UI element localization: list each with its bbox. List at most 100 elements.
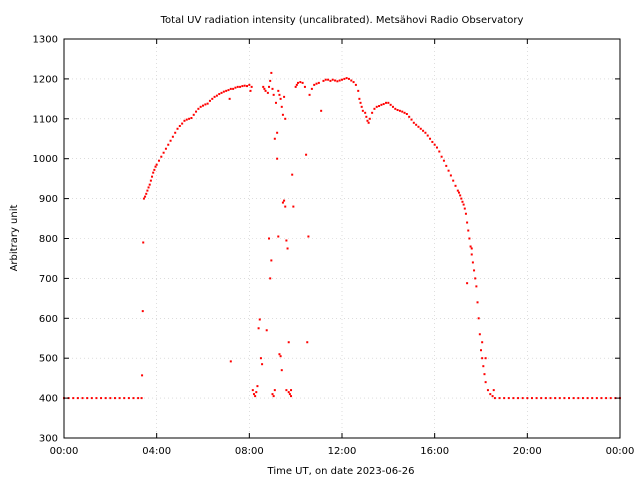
data-point bbox=[609, 397, 612, 400]
data-point bbox=[568, 397, 571, 400]
data-point bbox=[268, 237, 271, 240]
y-tick-label: 700 bbox=[39, 274, 58, 285]
data-point bbox=[445, 164, 448, 167]
data-point bbox=[456, 189, 459, 192]
data-point bbox=[202, 104, 204, 107]
y-tick-label: 900 bbox=[39, 194, 58, 205]
data-point bbox=[76, 397, 79, 400]
data-point bbox=[72, 397, 75, 400]
data-point bbox=[265, 329, 268, 332]
data-point bbox=[171, 135, 174, 138]
data-point bbox=[287, 391, 290, 394]
data-point bbox=[457, 191, 460, 194]
data-point bbox=[483, 373, 486, 376]
data-point bbox=[206, 102, 209, 105]
data-point bbox=[389, 103, 392, 106]
chart-title: Total UV radiation intensity (uncalibrat… bbox=[160, 15, 524, 26]
data-point bbox=[357, 89, 360, 92]
data-point bbox=[222, 90, 225, 93]
data-point bbox=[241, 85, 244, 88]
data-point bbox=[270, 259, 273, 262]
data-point bbox=[591, 397, 594, 400]
data-point bbox=[269, 79, 272, 82]
data-point bbox=[192, 113, 195, 116]
data-point bbox=[366, 119, 369, 122]
data-point bbox=[285, 239, 288, 242]
data-point bbox=[408, 115, 411, 118]
data-point bbox=[290, 395, 293, 398]
data-point bbox=[250, 85, 253, 88]
data-point bbox=[290, 389, 293, 392]
data-point bbox=[507, 397, 510, 400]
data-point bbox=[273, 137, 276, 140]
data-point bbox=[299, 81, 302, 84]
data-point bbox=[310, 87, 313, 90]
data-point bbox=[380, 103, 383, 106]
data-point bbox=[367, 121, 370, 124]
data-point bbox=[493, 397, 496, 400]
y-axis-label: Arbitrary unit bbox=[9, 205, 20, 272]
data-point bbox=[471, 261, 474, 264]
data-point bbox=[86, 397, 89, 400]
data-point bbox=[132, 397, 135, 400]
data-point bbox=[239, 85, 242, 88]
data-point bbox=[246, 85, 249, 88]
data-point bbox=[153, 168, 156, 171]
data-point bbox=[517, 397, 520, 400]
data-point bbox=[229, 360, 232, 363]
data-point bbox=[151, 175, 154, 178]
data-point bbox=[315, 82, 318, 85]
data-point bbox=[154, 165, 157, 168]
data-point bbox=[232, 87, 235, 90]
data-point bbox=[185, 118, 188, 121]
data-point bbox=[243, 84, 246, 87]
data-point bbox=[277, 235, 280, 238]
data-point bbox=[334, 79, 337, 82]
data-point bbox=[215, 94, 218, 97]
data-point bbox=[486, 389, 489, 392]
data-point bbox=[492, 389, 495, 392]
x-tick-label: 12:00 bbox=[328, 446, 357, 457]
x-tick-label: 00:00 bbox=[50, 446, 79, 457]
data-point bbox=[461, 200, 464, 203]
data-point bbox=[263, 87, 266, 90]
data-point bbox=[279, 97, 282, 100]
data-point bbox=[447, 169, 450, 172]
data-point bbox=[331, 78, 334, 81]
data-point bbox=[600, 397, 603, 400]
data-point bbox=[469, 245, 472, 248]
data-point bbox=[449, 174, 452, 177]
data-point bbox=[188, 117, 191, 120]
data-point bbox=[178, 124, 181, 127]
data-point bbox=[176, 127, 179, 130]
data-point bbox=[481, 357, 484, 360]
data-point bbox=[361, 109, 364, 112]
data-point bbox=[530, 397, 533, 400]
data-point bbox=[586, 397, 589, 400]
data-point bbox=[286, 247, 289, 250]
data-point bbox=[364, 111, 367, 114]
y-tick-label: 500 bbox=[39, 354, 58, 365]
data-point bbox=[281, 201, 284, 204]
data-point bbox=[295, 83, 298, 86]
data-point bbox=[95, 397, 98, 400]
data-point bbox=[308, 93, 311, 96]
data-point bbox=[270, 71, 273, 74]
data-point bbox=[307, 235, 310, 238]
data-point bbox=[204, 103, 207, 106]
data-point bbox=[554, 397, 557, 400]
data-point bbox=[283, 199, 286, 202]
data-point bbox=[442, 159, 445, 162]
data-point bbox=[577, 397, 580, 400]
data-point bbox=[167, 143, 170, 146]
data-point bbox=[272, 395, 275, 398]
data-point bbox=[109, 397, 112, 400]
data-point bbox=[422, 129, 425, 132]
data-point bbox=[306, 341, 309, 344]
data-point bbox=[281, 113, 284, 116]
data-point bbox=[211, 97, 214, 100]
data-point bbox=[385, 101, 388, 104]
data-point bbox=[174, 131, 177, 134]
data-point bbox=[477, 317, 480, 320]
